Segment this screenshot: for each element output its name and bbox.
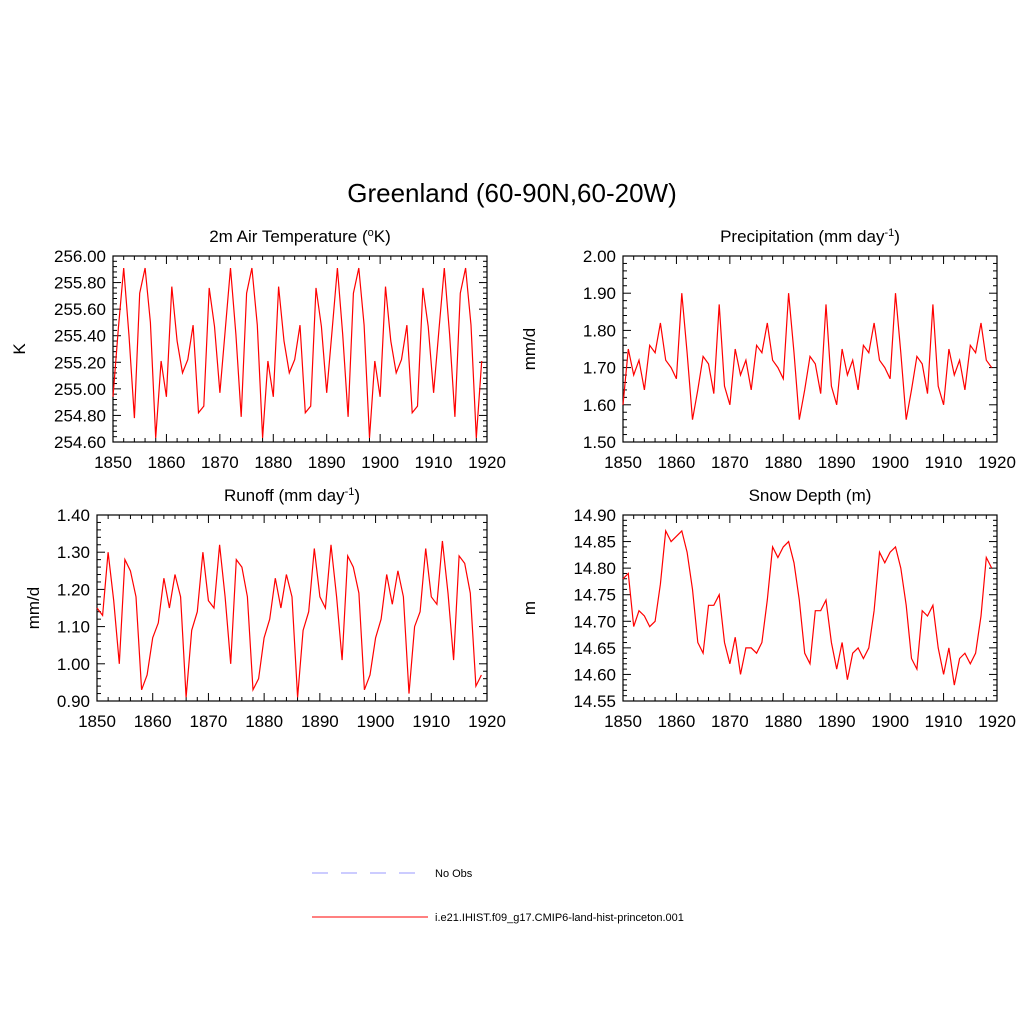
series-line-1 (622, 528, 993, 686)
x-tick-label: 1920 (468, 453, 506, 472)
y-tick-label: 14.70 (573, 612, 616, 631)
legend-label-1: No Obs (435, 868, 473, 880)
x-tick-label: 1850 (78, 712, 116, 731)
y-tick-label: 255.40 (54, 327, 106, 346)
y-tick-label: 14.80 (573, 559, 616, 578)
x-tick-label: 1910 (925, 712, 963, 731)
title-part: ) (894, 227, 900, 246)
title-part: Precipitation (mm day (720, 227, 885, 246)
x-tick-label: 1900 (361, 453, 399, 472)
x-tick-label: 1890 (301, 712, 339, 731)
title-part: K) (374, 227, 391, 246)
main-title: Greenland (60-90N,60-20W) (347, 178, 677, 208)
y-tick-label: 256.00 (54, 247, 106, 266)
panels: 2m Air Temperature (oK)1850 1860 1870 1880 1… (10, 227, 1016, 731)
plot-frame (112, 255, 488, 443)
y-tick-label: 1.20 (57, 580, 90, 599)
title-part: Runoff (mm day (224, 486, 345, 505)
y-tick-label: 14.60 (573, 665, 616, 684)
y-tick-label: 0.90 (57, 692, 90, 711)
plot-frame (622, 255, 998, 443)
title-part: Snow Depth (m) (749, 486, 872, 505)
title-superscript: o (368, 227, 374, 239)
x-tick-label: 1890 (818, 453, 856, 472)
y-tick-label: 1.00 (57, 655, 90, 674)
x-tick-label: 1910 (415, 453, 453, 472)
x-tick-label: 1860 (658, 712, 696, 731)
panel-title: Snow Depth (m) (749, 486, 872, 505)
x-tick-label: 1880 (245, 712, 283, 731)
y-tick-label: 1.10 (57, 618, 90, 637)
x-tick-label: 1850 (604, 453, 642, 472)
title-superscript: -1 (345, 486, 355, 498)
x-tick-label: 1890 (308, 453, 346, 472)
y-tick-label: 14.85 (573, 533, 616, 552)
x-tick-label: 1860 (134, 712, 172, 731)
x-tick-label: 1860 (658, 453, 696, 472)
x-tick-label: 1880 (764, 453, 802, 472)
x-tick-label: 1880 (764, 712, 802, 731)
plot-frame (96, 514, 488, 702)
legend-label-2: i.e21.IHIST.f09_g17.CMIP6-land-hist-prin… (435, 912, 684, 924)
y-tick-label: 255.80 (54, 274, 106, 293)
plot-frame (622, 514, 998, 702)
y-tick-label: 14.55 (573, 692, 616, 711)
x-tick-label: 1870 (201, 453, 239, 472)
x-tick-label: 1850 (94, 453, 132, 472)
x-tick-label: 1870 (711, 453, 749, 472)
x-tick-label: 1890 (818, 712, 856, 731)
legend: No Obs i.e21.IHIST.f09_g17.CMIP6-land-his… (312, 868, 684, 924)
y-tick-label: 254.60 (54, 433, 106, 452)
panel-3: Runoff (mm day-1) 1850 1860 1870 1880 1890 190… (24, 486, 506, 731)
y-tick-label: 254.80 (54, 406, 106, 425)
panel-title: Precipitation (mm day-1) (720, 227, 900, 246)
y-tick-label: 14.90 (573, 506, 616, 525)
x-tick-label: 1860 (148, 453, 186, 472)
title-part: 2m Air Temperature ( (209, 227, 368, 246)
x-tick-label: 1920 (978, 453, 1016, 472)
x-tick-label: 1920 (468, 712, 506, 731)
series-line-1 (622, 293, 993, 420)
y-axis-label: mm/d (24, 587, 43, 630)
y-tick-label: 1.30 (57, 543, 90, 562)
title-part: ) (354, 486, 360, 505)
y-tick-label: 255.20 (54, 353, 106, 372)
x-tick-label: 1910 (925, 453, 963, 472)
y-axis-label: K (10, 343, 29, 355)
y-tick-label: 14.65 (573, 639, 616, 658)
x-tick-label: 1850 (604, 712, 642, 731)
y-tick-label: 2.00 (583, 247, 616, 266)
x-tick-label: 1900 (357, 712, 395, 731)
panel-title: 2m Air Temperature (oK) (209, 227, 391, 246)
y-axis-label: mm/d (520, 328, 539, 371)
y-tick-label: 1.90 (583, 284, 616, 303)
y-axis-label: m (520, 601, 539, 615)
y-tick-label: 1.40 (57, 506, 90, 525)
title-superscript: -1 (884, 227, 894, 239)
y-tick-label: 1.70 (583, 359, 616, 378)
panel-1: 2m Air Temperature (oK) 1850 1860 1870 1880 1… (10, 227, 506, 472)
y-tick-label: 14.75 (573, 586, 616, 605)
panel-4: Snow Depth (m) 1850 1860 1870 1880 1890 1900 19… (520, 486, 1016, 731)
series-line-1 (96, 540, 482, 698)
series-line-1 (112, 267, 483, 439)
y-tick-label: 1.80 (583, 321, 616, 340)
y-tick-label: 255.60 (54, 300, 106, 319)
x-tick-label: 1920 (978, 712, 1016, 731)
x-tick-label: 1900 (871, 712, 909, 731)
x-tick-label: 1910 (412, 712, 450, 731)
x-tick-label: 1880 (254, 453, 292, 472)
panel-title: Runoff (mm day-1) (224, 486, 360, 505)
y-tick-label: 255.00 (54, 380, 106, 399)
y-tick-label: 1.60 (583, 396, 616, 415)
x-tick-label: 1870 (711, 712, 749, 731)
y-tick-label: 1.50 (583, 433, 616, 452)
x-tick-label: 1900 (871, 453, 909, 472)
panel-2: Precipitation (mm day-1) 1850 1860 1870 1880… (520, 227, 1016, 472)
x-tick-label: 1870 (190, 712, 228, 731)
